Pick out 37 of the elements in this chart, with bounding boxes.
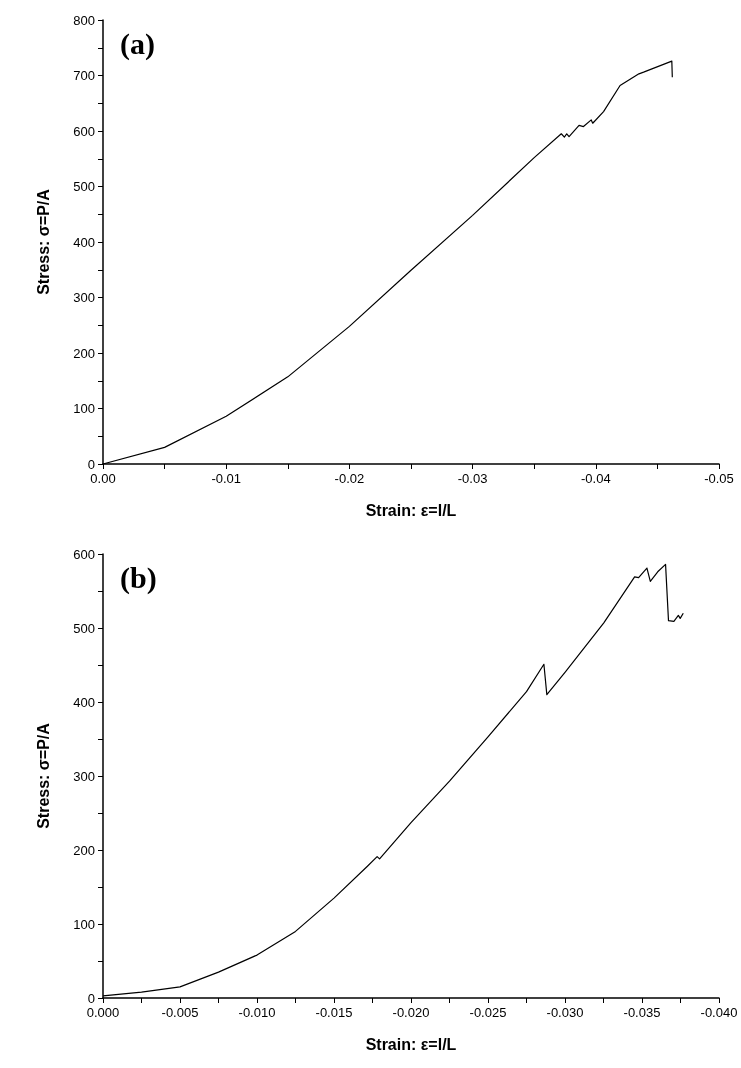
annotation: (a)	[120, 26, 155, 61]
x-tick-label: -0.020	[392, 1005, 430, 1020]
y-tick-label: 0	[87, 456, 95, 472]
x-tick-label: 0.000	[86, 1005, 120, 1020]
y-tick-label: 300	[73, 768, 95, 784]
x-tick-label: -0.025	[469, 1005, 507, 1020]
x-tick-label: -0.015	[315, 1005, 353, 1020]
x-tick-label: -0.05	[704, 471, 734, 486]
x-axis-title: Strain: ε=l/L	[365, 501, 457, 519]
x-tick-label: -0.040	[700, 1005, 738, 1020]
y-axis-title: Stress: σ=P/A	[34, 188, 52, 295]
y-tick-label: 0	[87, 990, 95, 1006]
y-tick-label: 400	[73, 694, 95, 710]
y-tick-label: 500	[73, 620, 95, 636]
x-tick-label: -0.035	[623, 1005, 661, 1020]
y-tick-label: 200	[73, 842, 95, 858]
y-tick-label: 700	[73, 68, 95, 83]
y-tick-label: 600	[73, 546, 95, 562]
x-tick-label: -0.02	[334, 471, 365, 486]
x-tick-label: -0.005	[161, 1005, 199, 1020]
y-tick-label: 800	[73, 12, 95, 28]
y-tick-label: 100	[73, 401, 95, 416]
x-tick-label: -0.03	[457, 471, 488, 486]
y-tick-label: 300	[73, 290, 95, 305]
x-tick-label: -0.01	[211, 471, 242, 486]
y-axis-title: Stress: σ=P/A	[34, 722, 52, 829]
x-tick-label: -0.030	[546, 1005, 584, 1020]
x-tick-label: 0.00	[90, 471, 116, 486]
x-tick-label: -0.010	[238, 1005, 276, 1020]
y-tick-label: 400	[73, 234, 95, 250]
y-tick-label: 500	[73, 179, 95, 194]
annotation: (b)	[120, 560, 157, 595]
y-tick-label: 600	[73, 123, 95, 139]
y-tick-label: 200	[73, 345, 95, 361]
y-tick-label: 100	[73, 916, 95, 932]
x-axis-title: Strain: ε=l/L	[365, 1035, 457, 1053]
x-tick-label: -0.04	[580, 471, 611, 486]
